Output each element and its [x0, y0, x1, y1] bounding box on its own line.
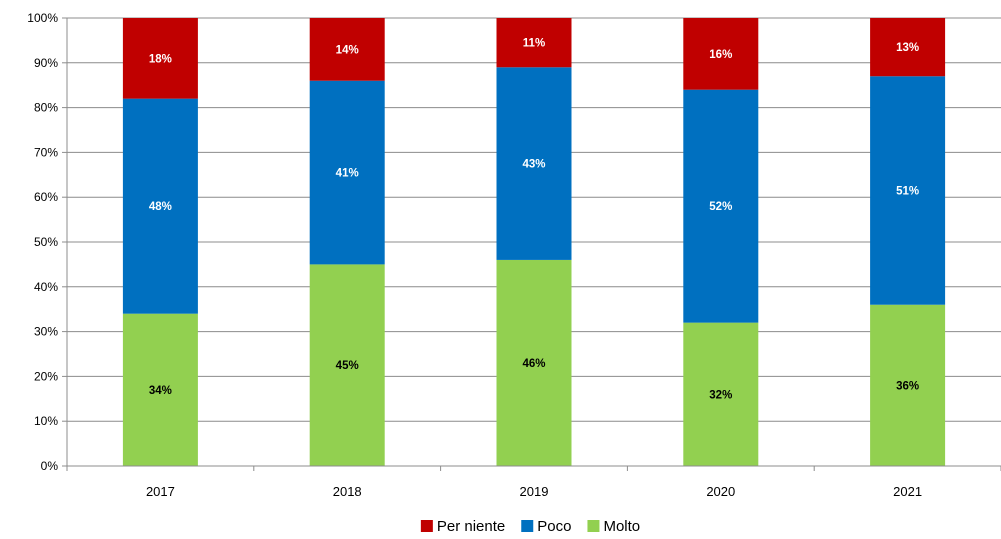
- legend-swatch: [587, 520, 600, 532]
- y-tick-label: 100%: [27, 11, 58, 25]
- legend: Per niente Poco Molto: [420, 518, 640, 535]
- legend-item: Molto: [587, 518, 640, 535]
- bar-segment-per-niente: [870, 18, 946, 77]
- bar-segment-per-niente: [309, 18, 385, 81]
- legend-item: Poco: [521, 518, 571, 535]
- data-label: 41%: [336, 168, 359, 180]
- data-label: 18%: [149, 53, 172, 65]
- bars: 34% 48% 18% 45% 41% 14% 46% 43% 11% 32% 52% 16% 36% 5…: [122, 18, 946, 466]
- bar-segment-poco: [683, 89, 759, 323]
- data-label: 34%: [149, 385, 172, 397]
- data-label: 14%: [336, 44, 359, 56]
- data-label: 45%: [336, 360, 359, 372]
- bar-segment-molto: [496, 259, 572, 466]
- bar-segment-molto: [870, 304, 946, 466]
- y-tick-label: 0%: [41, 459, 59, 473]
- legend-label: Per niente: [437, 518, 505, 535]
- data-label: 43%: [522, 159, 545, 171]
- bar-segment-poco: [309, 80, 385, 265]
- x-tick-label: 2017: [146, 484, 175, 499]
- data-label: 11%: [523, 38, 545, 50]
- bar-segment-molto: [683, 322, 759, 466]
- y-tick-label: 80%: [34, 101, 58, 115]
- legend-swatch: [420, 520, 433, 532]
- y-tick-label: 90%: [34, 56, 58, 70]
- data-label: 32%: [709, 389, 732, 401]
- data-label: 48%: [149, 201, 172, 213]
- y-tick-label: 10%: [34, 414, 58, 428]
- y-tick-label: 50%: [34, 235, 58, 249]
- bar-segment-molto: [122, 313, 198, 466]
- x-tick-label: 2018: [333, 484, 362, 499]
- bar-segment-per-niente: [122, 18, 198, 99]
- y-tick-label: 70%: [34, 145, 58, 159]
- bar-segment-poco: [122, 98, 198, 314]
- bar-segment-poco: [496, 67, 572, 260]
- legend-swatch: [521, 520, 534, 532]
- data-label: 16%: [709, 49, 732, 61]
- data-label: 52%: [709, 201, 732, 213]
- data-label: 13%: [896, 42, 919, 54]
- legend-label: Poco: [537, 518, 571, 535]
- data-label: 51%: [896, 185, 919, 197]
- y-tick-label: 60%: [34, 190, 58, 204]
- legend-item: Per niente: [420, 518, 505, 535]
- bar-segment-poco: [870, 76, 946, 305]
- y-tick-label: 40%: [34, 280, 58, 294]
- bar-segment-molto: [309, 264, 385, 466]
- y-tick-label: 20%: [34, 369, 58, 383]
- bar-segment-per-niente: [683, 18, 759, 90]
- data-label: 46%: [522, 358, 545, 370]
- x-tick-label: 2019: [520, 484, 549, 499]
- x-tick-label: 2020: [706, 484, 735, 499]
- x-tick-label: 2021: [893, 484, 922, 499]
- bar-segment-per-niente: [496, 18, 572, 68]
- y-tick-label: 30%: [34, 325, 58, 339]
- axes: 0% 10% 20% 30% 40% 50% 60% 70% 80% 90% 100% 2017 201…: [27, 11, 1001, 499]
- legend-label: Molto: [603, 518, 640, 535]
- data-label: 36%: [896, 380, 919, 392]
